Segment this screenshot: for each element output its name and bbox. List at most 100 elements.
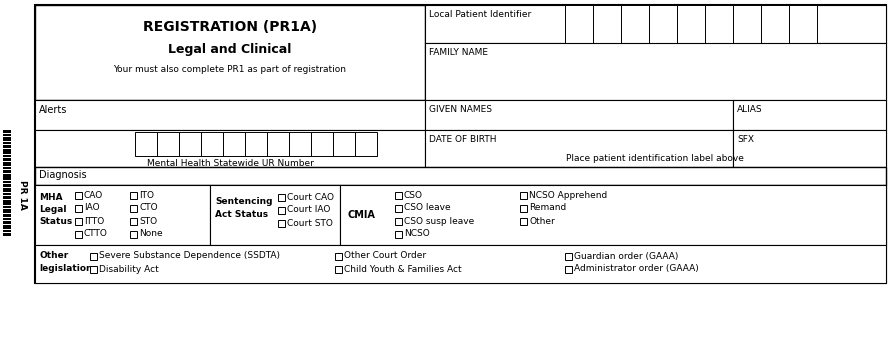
- Bar: [3, 162, 11, 166]
- Text: Other Court Order: Other Court Order: [344, 252, 426, 261]
- Bar: [75, 218, 82, 225]
- Text: Other: Other: [39, 251, 69, 260]
- Bar: [135, 132, 157, 156]
- Bar: [705, 5, 733, 43]
- Bar: [35, 185, 886, 245]
- Bar: [520, 205, 527, 212]
- Text: CSO susp leave: CSO susp leave: [404, 216, 474, 226]
- Bar: [3, 206, 11, 208]
- Bar: [3, 134, 11, 136]
- Text: Mental Health Statewide UR Number: Mental Health Statewide UR Number: [146, 159, 314, 168]
- Bar: [3, 196, 11, 199]
- Bar: [3, 209, 11, 213]
- Text: Disability Act: Disability Act: [99, 265, 159, 274]
- Bar: [130, 192, 137, 199]
- Bar: [789, 5, 817, 43]
- Bar: [3, 221, 11, 224]
- Bar: [3, 181, 11, 183]
- Bar: [3, 225, 11, 229]
- Bar: [35, 5, 425, 100]
- Text: SFX: SFX: [737, 135, 754, 144]
- Text: CAO: CAO: [84, 190, 103, 199]
- Text: STO: STO: [139, 216, 157, 226]
- Bar: [733, 100, 886, 130]
- Bar: [289, 132, 311, 156]
- Bar: [157, 132, 179, 156]
- Text: Diagnosis: Diagnosis: [39, 170, 86, 180]
- Text: Court CAO: Court CAO: [287, 193, 334, 202]
- Bar: [3, 193, 11, 195]
- Text: Your must also complete PR1 as part of registration: Your must also complete PR1 as part of r…: [113, 64, 347, 73]
- Text: Severe Substance Dependence (SSDTA): Severe Substance Dependence (SSDTA): [99, 252, 280, 261]
- Text: Sentencing: Sentencing: [215, 197, 273, 206]
- Bar: [267, 132, 289, 156]
- Bar: [179, 132, 201, 156]
- Bar: [565, 253, 572, 260]
- Bar: [3, 145, 11, 148]
- Bar: [90, 253, 97, 260]
- Text: Guardian order (GAAA): Guardian order (GAAA): [574, 252, 678, 261]
- Bar: [75, 205, 82, 212]
- Bar: [621, 5, 649, 43]
- Text: REGISTRATION (PR1A): REGISTRATION (PR1A): [143, 20, 317, 34]
- Bar: [90, 266, 97, 273]
- Text: DATE OF BIRTH: DATE OF BIRTH: [429, 135, 496, 144]
- Text: Legal: Legal: [39, 205, 67, 214]
- Text: Alerts: Alerts: [39, 105, 68, 115]
- Bar: [520, 218, 527, 225]
- Bar: [395, 205, 402, 212]
- Text: GIVEN NAMES: GIVEN NAMES: [429, 105, 492, 114]
- Bar: [335, 253, 342, 260]
- Bar: [3, 149, 11, 154]
- Bar: [593, 5, 621, 43]
- Text: ITO: ITO: [139, 190, 154, 199]
- Bar: [75, 231, 82, 238]
- Text: Place patient identification label above: Place patient identification label above: [566, 154, 744, 163]
- Bar: [3, 170, 11, 173]
- Bar: [35, 130, 425, 167]
- Bar: [425, 130, 733, 167]
- Text: NCSO: NCSO: [404, 230, 429, 239]
- Bar: [565, 5, 593, 43]
- Bar: [35, 245, 886, 283]
- Bar: [3, 200, 11, 205]
- Text: Child Youth & Families Act: Child Youth & Families Act: [344, 265, 462, 274]
- Bar: [278, 207, 285, 214]
- Text: Act Status: Act Status: [215, 210, 268, 219]
- Text: NCSO Apprehend: NCSO Apprehend: [529, 190, 608, 199]
- Bar: [333, 132, 355, 156]
- Bar: [278, 220, 285, 227]
- Bar: [677, 5, 705, 43]
- Text: CTTO: CTTO: [84, 230, 108, 239]
- Bar: [3, 155, 11, 157]
- Bar: [130, 205, 137, 212]
- Text: Court IAO: Court IAO: [287, 206, 331, 215]
- Bar: [335, 266, 342, 273]
- Bar: [35, 167, 886, 185]
- Text: IAO: IAO: [84, 203, 100, 212]
- Bar: [425, 5, 886, 43]
- Bar: [311, 132, 333, 156]
- Text: Status: Status: [39, 217, 72, 226]
- Bar: [3, 130, 11, 133]
- Bar: [3, 158, 11, 161]
- Bar: [395, 231, 402, 238]
- Text: Legal and Clinical: Legal and Clinical: [168, 43, 291, 56]
- Text: CSO leave: CSO leave: [404, 203, 451, 212]
- Text: FAMILY NAME: FAMILY NAME: [429, 48, 488, 57]
- Bar: [649, 5, 677, 43]
- Bar: [565, 266, 572, 273]
- Bar: [3, 137, 11, 141]
- Bar: [395, 218, 402, 225]
- Bar: [35, 100, 425, 130]
- Bar: [425, 100, 733, 130]
- Bar: [201, 132, 223, 156]
- Bar: [340, 185, 886, 245]
- Text: CSO: CSO: [404, 190, 423, 199]
- Bar: [130, 231, 137, 238]
- Text: None: None: [139, 230, 163, 239]
- Bar: [3, 167, 11, 169]
- Text: ALIAS: ALIAS: [737, 105, 763, 114]
- Text: legislation: legislation: [39, 264, 93, 273]
- Bar: [210, 185, 340, 245]
